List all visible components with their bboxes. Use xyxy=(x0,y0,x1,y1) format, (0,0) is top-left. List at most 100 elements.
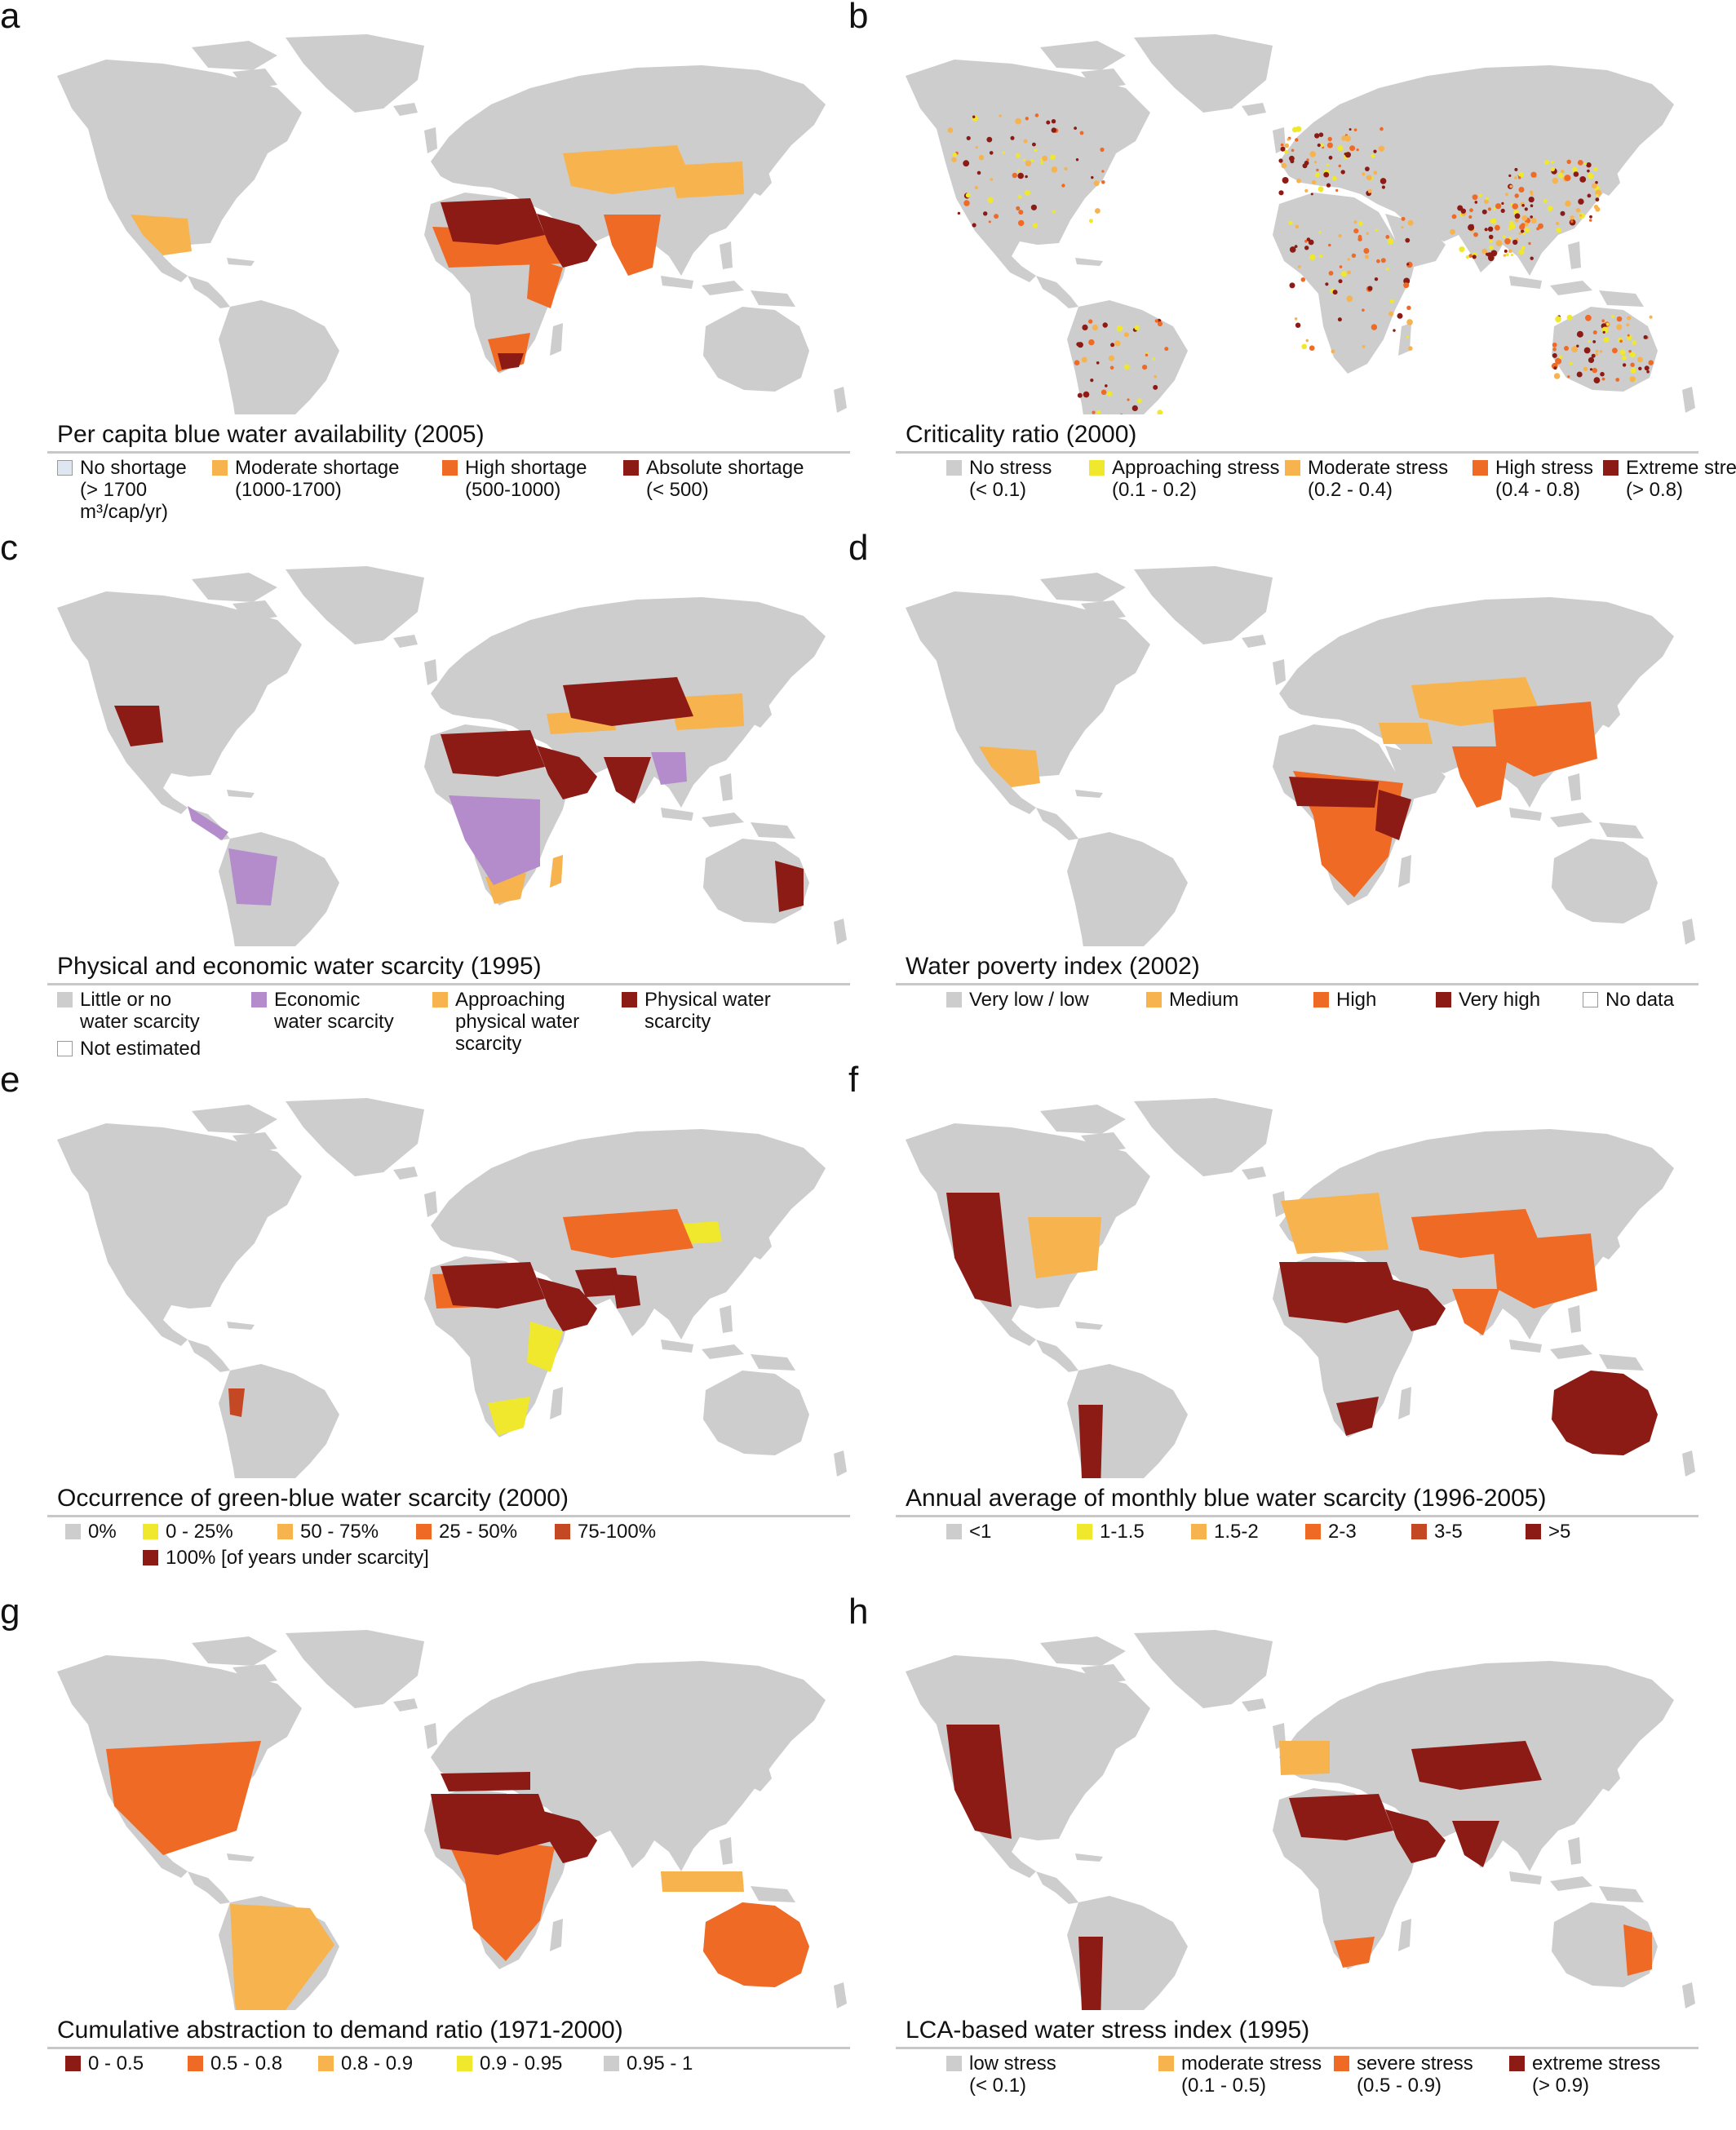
stress-dot xyxy=(1524,207,1528,211)
stress-dot xyxy=(1586,162,1592,168)
region-east-africa xyxy=(1375,790,1411,840)
stress-dot xyxy=(1328,243,1331,247)
stress-dot xyxy=(1127,398,1130,401)
stress-dot xyxy=(1521,223,1526,228)
stress-dot xyxy=(1589,368,1593,371)
stress-dot xyxy=(1157,321,1163,327)
stress-dot xyxy=(1030,159,1034,162)
region-arabia xyxy=(537,746,597,799)
stress-dot xyxy=(957,211,961,215)
legend-label: <1 xyxy=(969,1521,992,1543)
legend-swatch xyxy=(622,992,637,1007)
stress-dot xyxy=(1547,206,1553,211)
stress-dot xyxy=(988,220,991,224)
legend-label: High xyxy=(1336,989,1377,1011)
region-south-asia xyxy=(604,215,661,276)
stress-dot xyxy=(963,160,970,167)
region-us-east xyxy=(1028,1217,1101,1278)
legend-swatch xyxy=(555,1524,570,1539)
stress-dot xyxy=(1344,135,1351,142)
region-iran xyxy=(575,1268,622,1297)
stress-dot xyxy=(1142,365,1148,370)
stress-dot xyxy=(1338,233,1342,238)
legend-label: moderate stress (0.1 - 0.5) xyxy=(1181,2053,1322,2097)
region-africa xyxy=(445,1835,555,1961)
stress-dot xyxy=(1595,349,1599,353)
stress-dot xyxy=(1017,172,1024,179)
stress-dot xyxy=(1393,329,1396,332)
stress-dot xyxy=(1010,135,1015,140)
legend-swatch xyxy=(57,460,73,476)
legend-label: Physical water scarcity xyxy=(644,989,771,1033)
world-map xyxy=(57,1630,847,2010)
map-title: Cumulative abstraction to demand ratio (… xyxy=(57,2017,623,2044)
region-southwest-us xyxy=(114,706,163,746)
stress-dot xyxy=(1406,263,1410,266)
panel-letter: c xyxy=(0,528,18,568)
legend-label: No data xyxy=(1605,989,1675,1011)
stress-dot xyxy=(1560,210,1566,216)
stress-dot xyxy=(1340,271,1347,277)
stress-dot xyxy=(1465,255,1469,259)
stress-dot xyxy=(1473,232,1478,237)
stress-dot xyxy=(1481,248,1487,255)
region-arabia xyxy=(537,1809,597,1863)
legend-swatch xyxy=(277,1524,293,1539)
stress-dot xyxy=(966,135,971,140)
region-arabia xyxy=(1385,1809,1446,1863)
stress-dot xyxy=(1378,145,1385,152)
panel-h: h LCA-based water stress index (1995) lo… xyxy=(848,1594,1716,2128)
stress-dot xyxy=(1291,148,1295,153)
stress-dot xyxy=(1629,376,1636,383)
stress-dot xyxy=(1602,330,1605,334)
stress-dot xyxy=(1096,410,1101,414)
stress-dot xyxy=(1388,311,1394,317)
stress-dot xyxy=(1365,166,1370,172)
title-rule xyxy=(896,2047,1698,2049)
stress-dot xyxy=(1486,197,1489,201)
panel-a: a Per capita blue water availability (20… xyxy=(0,0,868,532)
legend-swatch xyxy=(1158,2056,1174,2071)
region-south-america xyxy=(230,1904,334,2010)
legend-swatch xyxy=(457,2056,472,2071)
stress-dot xyxy=(1304,188,1309,193)
stress-dot xyxy=(1495,224,1500,231)
stress-dot xyxy=(1064,166,1068,170)
stress-dot xyxy=(1401,216,1406,221)
region-north-africa xyxy=(441,730,545,777)
stress-dot xyxy=(1335,188,1339,193)
stress-dot xyxy=(1514,193,1519,198)
stress-dot xyxy=(1157,410,1163,414)
stress-dot xyxy=(974,186,978,190)
stress-dot xyxy=(1051,166,1058,173)
stress-dot xyxy=(1351,253,1357,258)
legend-swatch xyxy=(1191,1524,1207,1539)
stress-dot xyxy=(1295,322,1301,328)
stress-dot xyxy=(1583,347,1591,354)
stress-dot xyxy=(1100,389,1107,396)
stress-dot xyxy=(1373,149,1377,153)
region-central-asia xyxy=(563,1209,693,1258)
panel-c: c Physical and economic water scarcity (… xyxy=(0,528,868,1064)
stress-dot xyxy=(1592,330,1597,334)
stress-dot xyxy=(1459,246,1465,253)
stress-dot xyxy=(1622,355,1627,361)
stress-dot xyxy=(1109,365,1114,370)
stress-dot xyxy=(1603,337,1610,343)
stress-dot xyxy=(1552,352,1557,358)
stress-dot xyxy=(1583,366,1588,371)
legend-swatch xyxy=(65,1524,81,1539)
stress-dot xyxy=(1338,279,1343,284)
world-map xyxy=(906,1630,1695,2010)
region-south-asia xyxy=(1452,746,1509,808)
legend-label: Moderate stress (0.2 - 0.4) xyxy=(1308,457,1449,501)
panel-letter: g xyxy=(0,1592,20,1632)
stress-dot xyxy=(1153,384,1158,390)
stress-dot xyxy=(1566,314,1573,321)
legend-swatch xyxy=(1436,992,1451,1007)
stress-dot xyxy=(1366,232,1370,235)
stress-dot xyxy=(1406,335,1409,339)
stress-dot xyxy=(1570,219,1574,224)
region-east-australia xyxy=(1623,1924,1652,1976)
stress-dot xyxy=(1349,145,1356,152)
